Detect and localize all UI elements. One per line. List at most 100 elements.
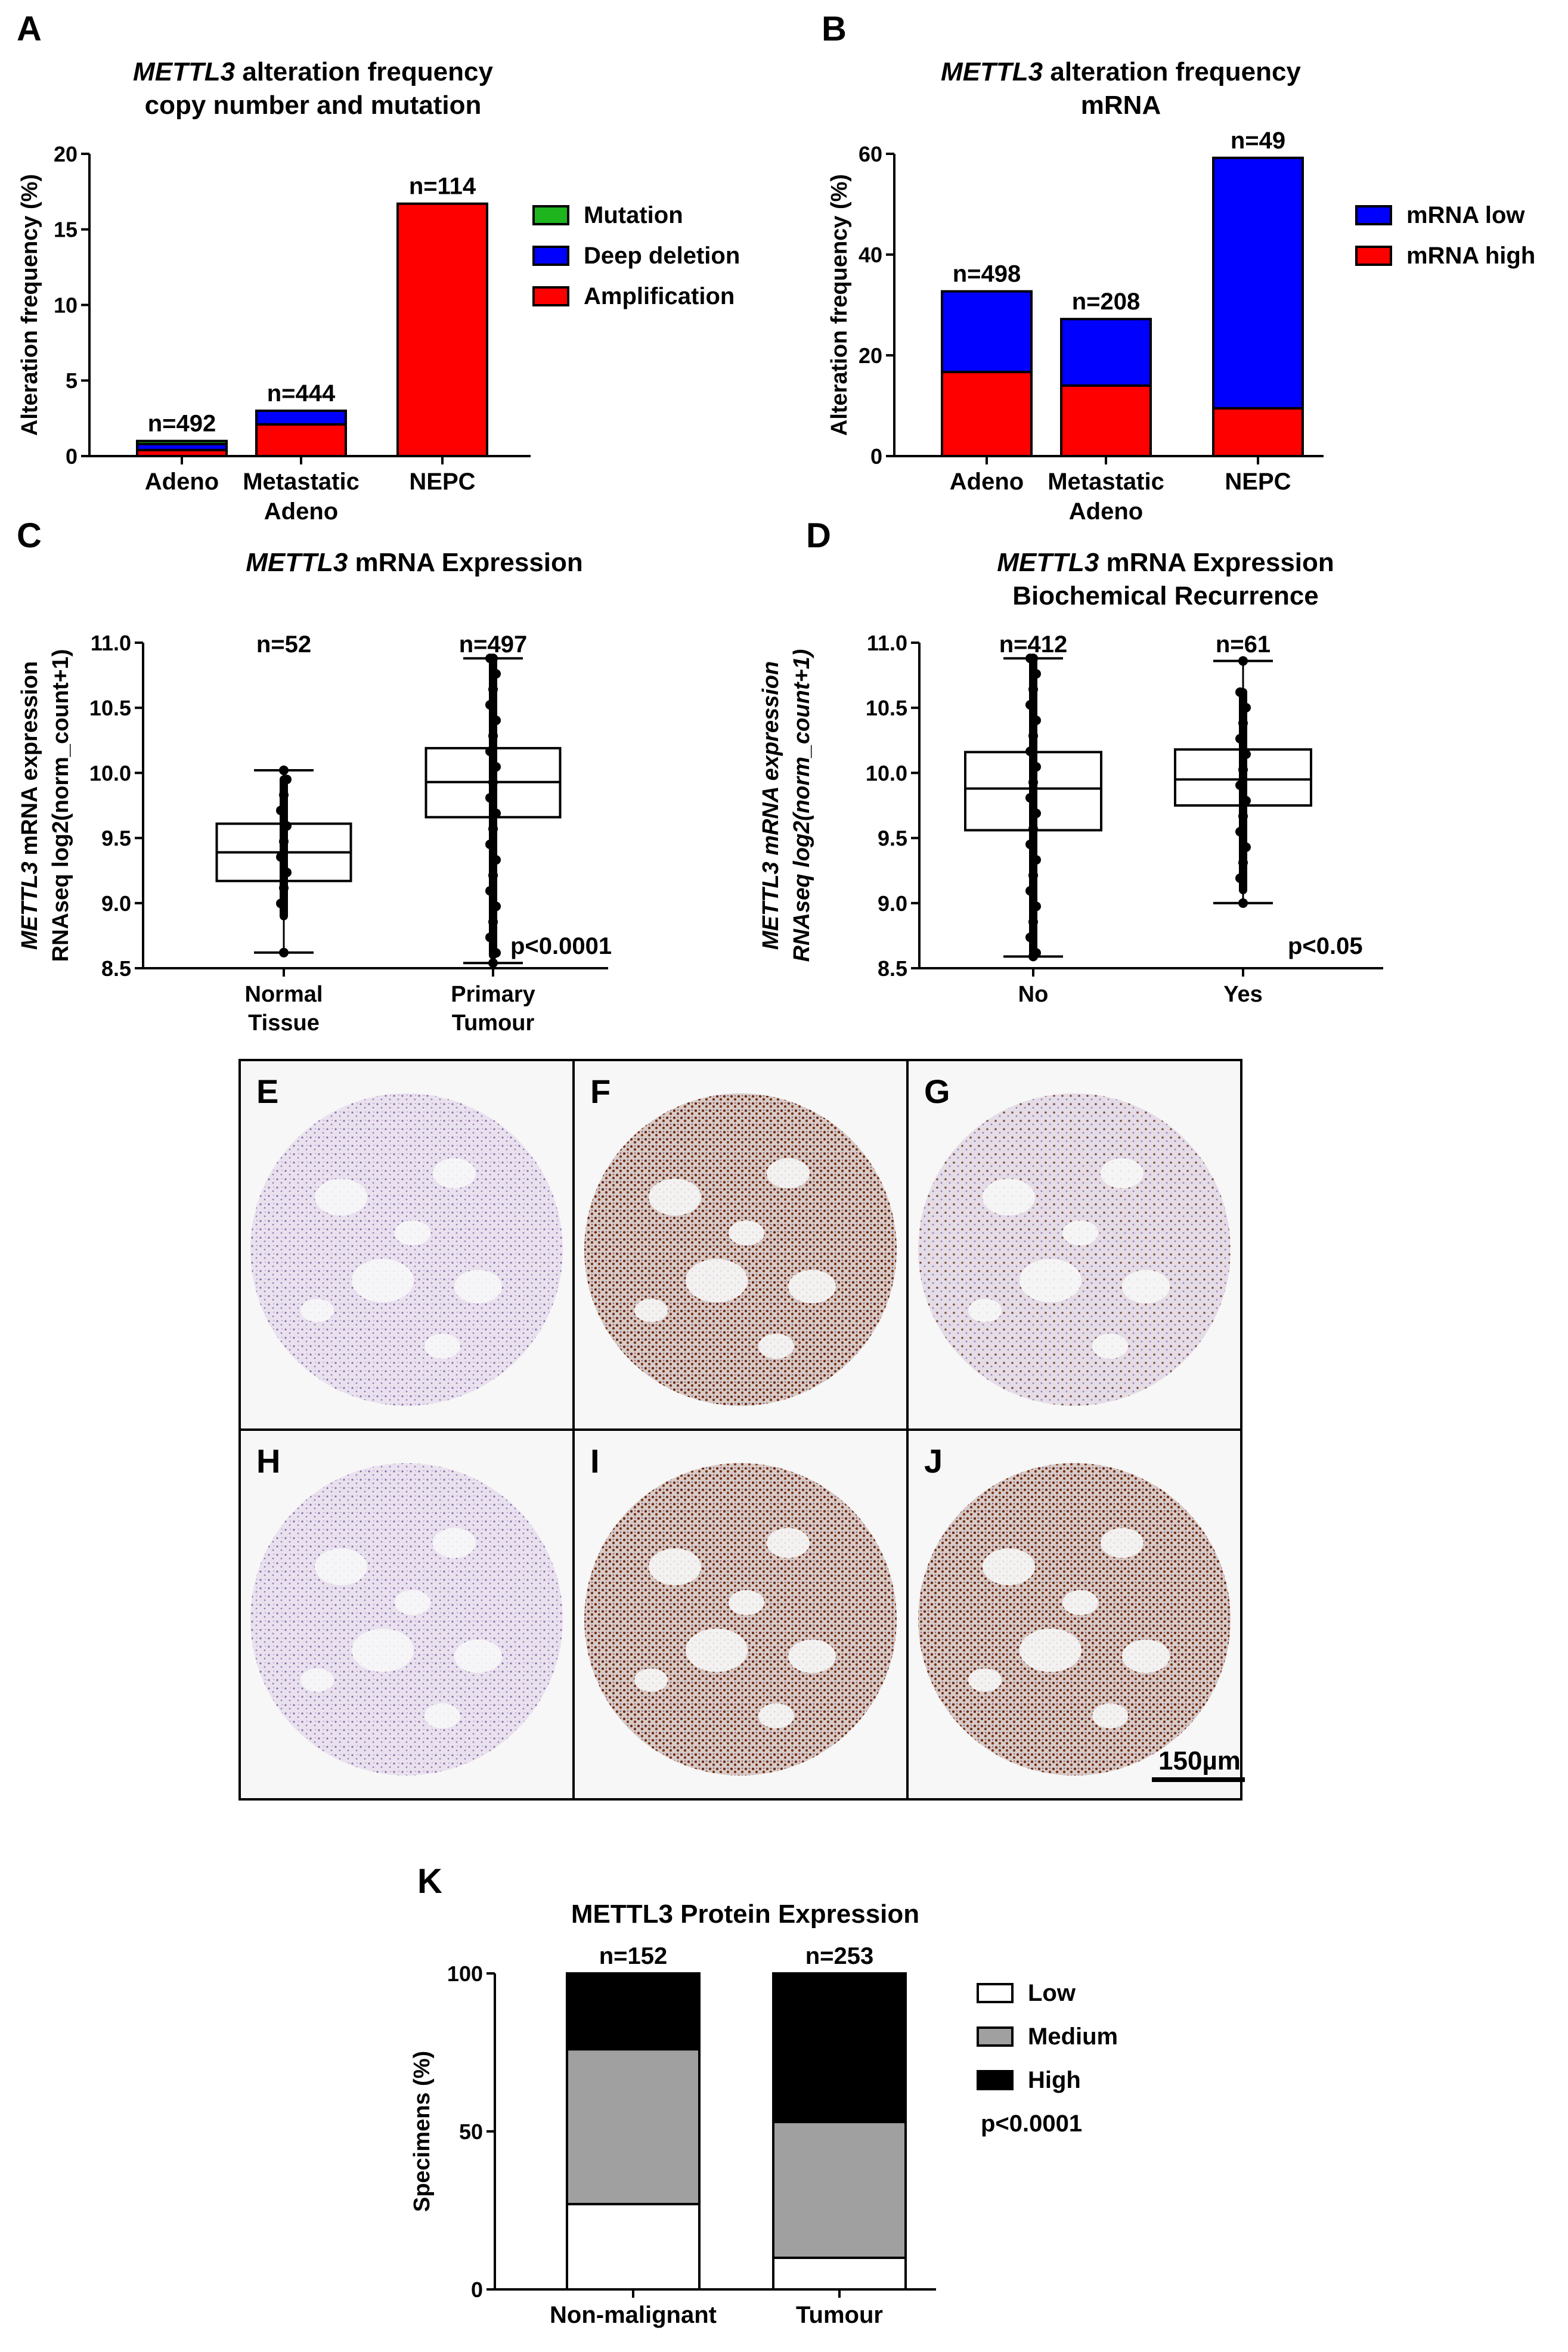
micrograph-f: F: [572, 1059, 909, 1431]
legend-label: mRNA high: [1406, 243, 1535, 269]
data-point: [282, 774, 292, 785]
category-label: Yes: [1223, 982, 1263, 1007]
data-point: [1235, 687, 1245, 697]
data-point: [491, 715, 501, 726]
chart-title: METTL3 alteration frequency: [941, 57, 1301, 86]
micrograph-j: J: [906, 1428, 1242, 1801]
n-label: n=444: [267, 380, 336, 407]
bar-amplification: [396, 202, 488, 457]
data-point: [1031, 762, 1041, 772]
y-axis-label: Specimens (%): [410, 2051, 435, 2212]
bar-mrna-high: [941, 370, 1033, 458]
gland-lumen: [1062, 1220, 1098, 1245]
data-point: [485, 793, 495, 803]
category-label: NEPC: [1225, 469, 1291, 495]
data-point: [1238, 718, 1248, 728]
gland-lumen: [1062, 1590, 1098, 1615]
n-label: n=498: [953, 261, 1021, 287]
chart-panel-d: 8.5 9.0 9.5 10.0 10.5 11.0 n=412 No n=61 Yes METTL…: [758, 548, 1383, 1007]
chart-c-y-tick-label: 9.0: [101, 891, 131, 916]
gland-lumen: [424, 1334, 460, 1359]
data-point: [488, 958, 498, 968]
panel-label-a: A: [17, 10, 42, 48]
data-point: [282, 821, 292, 831]
chart-d-y-tick-label: 9.5: [878, 826, 907, 851]
category-label: Metastatic: [1048, 469, 1164, 495]
data-point: [1235, 873, 1245, 883]
data-point: [282, 867, 292, 878]
gland-lumen: [300, 1299, 334, 1322]
micrograph-label: H: [256, 1442, 280, 1480]
panel-label-b: B: [822, 10, 847, 48]
n-label: n=253: [805, 1943, 874, 1969]
data-point: [1025, 793, 1035, 803]
chart-panel-c: 8.5 9.0 9.5 10.0 10.5 11.0 n=52 Normal Tissue n=4…: [17, 548, 612, 1036]
n-label: n=492: [148, 411, 216, 437]
gland-lumen: [968, 1668, 1002, 1692]
bar-medium: [566, 2048, 701, 2205]
data-point: [491, 901, 501, 912]
chart-title-line2: copy number and mutation: [145, 91, 482, 120]
micrograph-i: I: [572, 1428, 909, 1801]
tissue-core: [918, 1093, 1231, 1406]
gland-lumen: [983, 1548, 1035, 1585]
data-point: [1031, 808, 1041, 819]
chart-d-y-tick-label: 9.0: [878, 891, 907, 916]
gland-lumen: [395, 1590, 430, 1615]
category-label: Tumour: [452, 1011, 535, 1036]
chart-c-y-tick-label: 10.5: [89, 696, 131, 720]
bar-low: [566, 2202, 701, 2291]
data-point: [488, 731, 498, 741]
gland-lumen: [1092, 1334, 1128, 1359]
data-point: [1238, 898, 1248, 908]
data-point: [485, 746, 495, 757]
data-point: [491, 808, 501, 819]
data-point: [1025, 746, 1035, 757]
gland-lumen: [649, 1548, 701, 1585]
y-axis-label-line2: RNAseq log2(norm_count+1): [48, 649, 73, 962]
n-label: n=49: [1231, 128, 1285, 154]
legend-swatch: [1355, 246, 1392, 266]
data-point: [279, 836, 289, 847]
bar-low: [772, 2257, 907, 2291]
category-label: No: [1018, 982, 1049, 1007]
chart-b-y-tick-label: 20: [859, 343, 882, 368]
gland-lumen: [454, 1640, 502, 1673]
gland-lumen: [767, 1527, 810, 1558]
chart-b-y-tick-label: 40: [859, 243, 882, 267]
category-label: Tissue: [248, 1011, 320, 1036]
micrograph-label: G: [924, 1073, 950, 1110]
panel-label-k: K: [417, 1862, 442, 1901]
gland-lumen: [1101, 1527, 1144, 1558]
data-point: [1031, 669, 1041, 679]
n-label: n=208: [1072, 289, 1141, 315]
gland-lumen: [315, 1548, 367, 1585]
chart-title: METTL3 mRNA Expression: [246, 548, 583, 577]
legend-label: Medium: [1028, 2023, 1118, 2050]
data-point: [1241, 702, 1251, 712]
gland-lumen: [968, 1299, 1002, 1322]
data-point: [1235, 780, 1245, 790]
chart-a-y-tick-label: 20: [54, 142, 78, 166]
data-point: [1238, 857, 1248, 867]
data-point: [491, 669, 501, 679]
legend-swatch: [532, 205, 569, 225]
micrograph-h: H: [238, 1428, 575, 1801]
chart-panel-b: 0 20 40 60 n=498 Adeno n=208 Metastatic Adeno n=4…: [827, 57, 1535, 525]
data-point: [279, 883, 289, 893]
gland-lumen: [1122, 1270, 1170, 1303]
category-label: Normal: [245, 982, 323, 1007]
micrograph-label: E: [256, 1073, 278, 1110]
category-label: Tumour: [796, 2302, 883, 2328]
gland-lumen: [315, 1179, 367, 1216]
data-point: [1235, 733, 1245, 743]
micrograph-label: F: [590, 1073, 611, 1110]
category-label: Adeno: [1069, 498, 1143, 525]
legend-label: Deep deletion: [584, 243, 740, 269]
chart-a-y-tick-label: 15: [54, 218, 78, 242]
chart-a-y-tick-label: 0: [66, 444, 78, 469]
gland-lumen: [649, 1179, 701, 1216]
gland-lumen: [395, 1220, 430, 1245]
gland-lumen: [788, 1270, 836, 1303]
